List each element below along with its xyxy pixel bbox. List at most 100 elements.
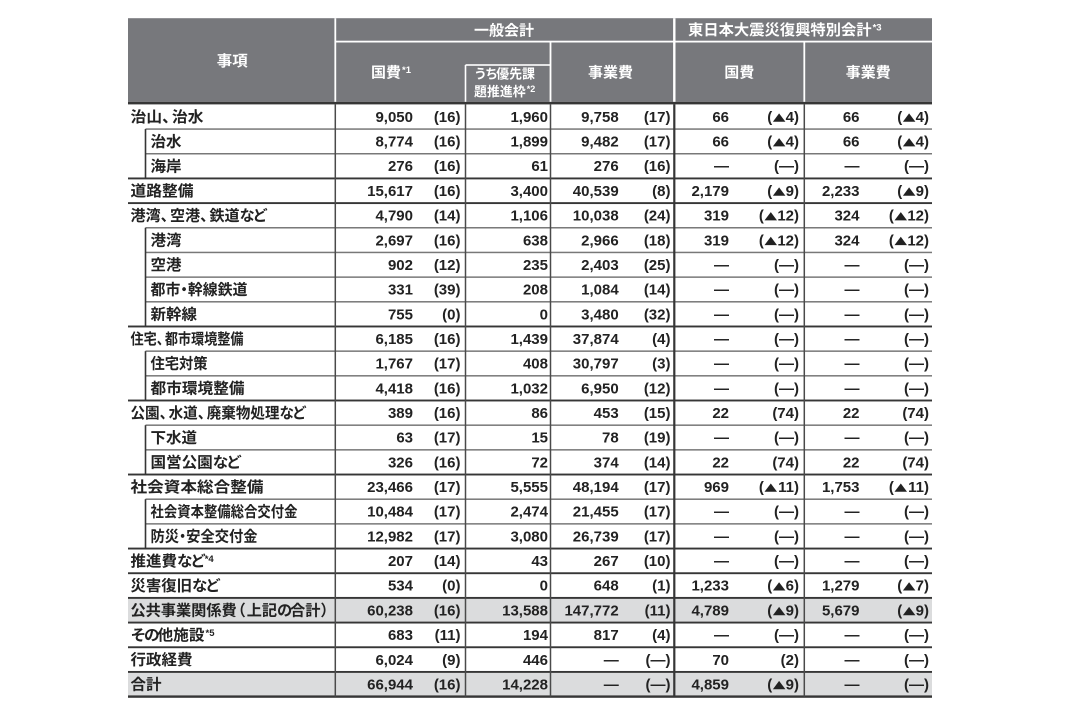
svg-text:326: 326 <box>388 454 413 471</box>
svg-text:324: 324 <box>834 232 860 249</box>
svg-text:—: — <box>845 676 860 693</box>
svg-text:—: — <box>845 331 860 348</box>
svg-text:(: ( <box>889 232 894 249</box>
svg-text:(12): (12) <box>644 380 671 397</box>
svg-text:638: 638 <box>523 232 548 249</box>
svg-text:(14): (14) <box>434 208 461 225</box>
svg-text:(16): (16) <box>434 109 461 126</box>
svg-text:(: ( <box>767 109 772 126</box>
svg-text:(—): (—) <box>904 553 929 570</box>
svg-text:(—): (—) <box>774 430 799 447</box>
svg-text:—: — <box>714 504 729 521</box>
svg-text:(12): (12) <box>434 257 461 274</box>
svg-text:12): 12) <box>907 232 929 249</box>
svg-text:4): 4) <box>786 134 799 151</box>
svg-text:(—): (—) <box>646 676 671 693</box>
svg-text:—: — <box>714 627 729 644</box>
svg-text:66: 66 <box>843 134 860 151</box>
svg-text:14,228: 14,228 <box>502 676 548 693</box>
svg-text:4,789: 4,789 <box>691 602 729 619</box>
svg-text:—: — <box>714 257 729 274</box>
svg-text:2,966: 2,966 <box>581 232 619 249</box>
svg-text:(—): (—) <box>904 158 929 175</box>
svg-text:453: 453 <box>594 405 619 422</box>
svg-text:—: — <box>845 652 860 669</box>
svg-text:22: 22 <box>843 454 860 471</box>
svg-text:(: ( <box>767 676 772 693</box>
svg-text:—: — <box>604 652 619 669</box>
svg-text:(: ( <box>897 578 902 595</box>
svg-text:4): 4) <box>916 134 929 151</box>
svg-text:(17): (17) <box>644 109 671 126</box>
svg-text:1,279: 1,279 <box>822 578 860 595</box>
svg-text:9): 9) <box>786 183 799 200</box>
svg-text:(—): (—) <box>904 504 929 521</box>
svg-text:26,739: 26,739 <box>573 528 619 545</box>
svg-text:4,859: 4,859 <box>691 676 729 693</box>
svg-text:—: — <box>845 282 860 299</box>
svg-text:(3): (3) <box>652 356 670 373</box>
svg-text:11): 11) <box>908 479 929 496</box>
svg-text:(17): (17) <box>434 528 461 545</box>
svg-text:(16): (16) <box>434 183 461 200</box>
svg-text:(39): (39) <box>434 282 461 299</box>
svg-text:(—): (—) <box>904 652 929 669</box>
svg-text:(—): (—) <box>646 652 671 669</box>
svg-text:(17): (17) <box>434 430 461 447</box>
svg-text:15,617: 15,617 <box>367 183 413 200</box>
svg-text:40,539: 40,539 <box>573 183 619 200</box>
svg-text:(—): (—) <box>774 528 799 545</box>
svg-text:—: — <box>845 306 860 323</box>
svg-text:15: 15 <box>531 430 548 447</box>
svg-text:(: ( <box>897 134 902 151</box>
svg-text:(—): (—) <box>904 676 929 693</box>
svg-text:9): 9) <box>916 602 929 619</box>
svg-text:147,772: 147,772 <box>564 602 618 619</box>
svg-text:267: 267 <box>594 553 619 570</box>
svg-text:9): 9) <box>786 676 799 693</box>
svg-text:10,038: 10,038 <box>573 208 619 225</box>
svg-text:208: 208 <box>523 282 548 299</box>
svg-text:(—): (—) <box>904 282 929 299</box>
svg-text:5,555: 5,555 <box>510 479 548 496</box>
svg-text:(25): (25) <box>644 257 671 274</box>
svg-text:*5: *5 <box>206 628 216 639</box>
svg-text:(: ( <box>759 232 764 249</box>
svg-text:4): 4) <box>786 109 799 126</box>
svg-text:66: 66 <box>843 109 860 126</box>
svg-text:755: 755 <box>388 306 413 323</box>
svg-text:*2: *2 <box>527 84 536 94</box>
svg-text:4): 4) <box>916 109 929 126</box>
svg-text:(2): (2) <box>781 652 799 669</box>
svg-text:*3: *3 <box>873 23 882 34</box>
svg-text:902: 902 <box>388 257 413 274</box>
svg-text:(74): (74) <box>772 454 799 471</box>
svg-text:276: 276 <box>594 158 619 175</box>
svg-text:48,194: 48,194 <box>573 479 620 496</box>
svg-text:—: — <box>845 257 860 274</box>
svg-text:(0): (0) <box>442 578 460 595</box>
svg-text:6): 6) <box>786 578 799 595</box>
svg-text:(14): (14) <box>644 454 671 471</box>
svg-text:—: — <box>714 331 729 348</box>
svg-text:9,758: 9,758 <box>581 109 619 126</box>
svg-text:(—): (—) <box>774 257 799 274</box>
svg-text:(17): (17) <box>644 479 671 496</box>
svg-text:—: — <box>714 282 729 299</box>
svg-text:(0): (0) <box>442 306 460 323</box>
svg-text:(4): (4) <box>652 627 670 644</box>
svg-text:12): 12) <box>907 208 929 225</box>
svg-text:969: 969 <box>704 479 729 496</box>
svg-text:(16): (16) <box>434 232 461 249</box>
svg-text:319: 319 <box>704 208 729 225</box>
svg-text:22: 22 <box>712 405 729 422</box>
svg-text:—: — <box>714 430 729 447</box>
svg-text:2,233: 2,233 <box>822 183 860 200</box>
svg-text:(—): (—) <box>904 356 929 373</box>
svg-text:1,084: 1,084 <box>581 282 619 299</box>
svg-text:(: ( <box>759 479 764 496</box>
svg-text:63: 63 <box>396 430 413 447</box>
svg-text:37,874: 37,874 <box>573 331 620 348</box>
svg-text:*1: *1 <box>402 65 412 76</box>
svg-text:(—): (—) <box>774 282 799 299</box>
